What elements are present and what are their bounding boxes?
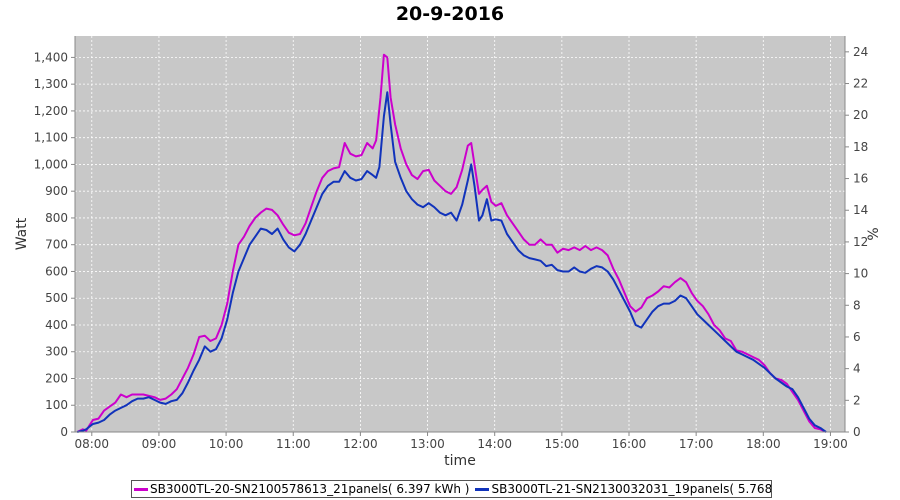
y2-tick-label: 6	[853, 330, 861, 344]
y2-tick-label: 8	[853, 298, 861, 312]
y-tick-label: 1,300	[34, 77, 68, 91]
x-tick-label: 19:00	[813, 437, 848, 451]
x-tick-label: 15:00	[545, 437, 580, 451]
legend-label: SB3000TL-21-SN2130032031_19panels( 5.768…	[491, 482, 772, 496]
chart-title: 20-9-2016	[395, 3, 505, 25]
x-axis-title: time	[444, 453, 476, 469]
plot-area	[75, 36, 845, 432]
x-tick-label: 18:00	[746, 437, 781, 451]
grid-lines	[75, 36, 845, 433]
legend-swatch	[134, 487, 148, 491]
x-tick-label: 17:00	[679, 437, 714, 451]
x-tick-label: 10:00	[209, 437, 244, 451]
series-layer	[76, 53, 827, 433]
chart-canvas: 01002003004005006007008009001,0001,1001,…	[14, 36, 882, 469]
legend-item-2: SB3000TL-21-SN2130032031_19panels( 5.768…	[475, 482, 772, 496]
y2-tick-label: 0	[853, 425, 861, 439]
y-axis-title: Watt	[14, 217, 30, 250]
y2-tick-label: 16	[853, 172, 868, 186]
axes: 01002003004005006007008009001,0001,1001,…	[34, 36, 868, 451]
y-tick-label: 300	[45, 345, 68, 359]
legend-label: SB3000TL-20-SN2100578613_21panels( 6.397…	[150, 482, 470, 496]
y2-tick-label: 12	[853, 235, 868, 249]
series-line-2	[76, 91, 827, 433]
y-tick-label: 1,400	[34, 50, 68, 64]
x-tick-label: 08:00	[74, 437, 109, 451]
x-tick-label: 12:00	[343, 437, 378, 451]
y2-tick-label: 24	[853, 45, 868, 59]
legend: SB3000TL-20-SN2100578613_21panels( 6.397…	[131, 480, 772, 498]
x-tick-label: 11:00	[276, 437, 311, 451]
y-tick-label: 600	[45, 264, 68, 278]
y2-tick-label: 4	[853, 362, 861, 376]
y-tick-label: 200	[45, 371, 68, 385]
y-tick-label: 1,200	[34, 104, 68, 118]
y-tick-label: 100	[45, 398, 68, 412]
y2-tick-label: 18	[853, 140, 868, 154]
x-tick-label: 09:00	[142, 437, 177, 451]
y-tick-label: 800	[45, 211, 68, 225]
y-tick-label: 400	[45, 318, 68, 332]
y-tick-label: 1,100	[34, 131, 68, 145]
legend-item-1: SB3000TL-20-SN2100578613_21panels( 6.397…	[134, 482, 469, 496]
x-tick-label: 13:00	[410, 437, 445, 451]
x-tick-label: 16:00	[612, 437, 647, 451]
y-tick-label: 900	[45, 184, 68, 198]
series-line-1	[76, 53, 827, 433]
x-tick-label: 14:00	[477, 437, 512, 451]
y2-tick-label: 22	[853, 77, 868, 91]
y-tick-label: 1,000	[34, 157, 68, 171]
y2-tick-label: 14	[853, 203, 868, 217]
legend-swatch	[475, 487, 490, 491]
y2-tick-label: 20	[853, 108, 868, 122]
y-tick-label: 0	[60, 425, 68, 439]
y-tick-label: 700	[45, 238, 68, 252]
y2-tick-label: 2	[853, 393, 861, 407]
y2-tick-label: 10	[853, 267, 868, 281]
y2-axis-title: %	[866, 227, 882, 240]
y-tick-label: 500	[45, 291, 68, 305]
